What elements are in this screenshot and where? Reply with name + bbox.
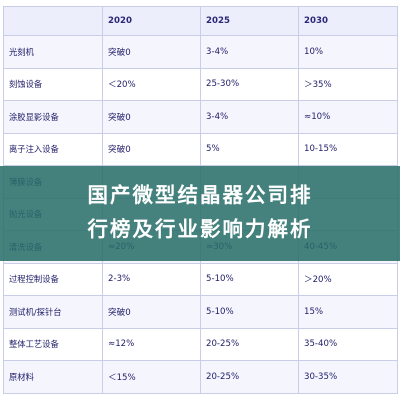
table-header-row: 2020 2025 2030 xyxy=(3,6,398,36)
table-row: 涂胶显影设备 突破0 3-4% ≈10% xyxy=(3,100,398,134)
value-cell: 突破0 xyxy=(102,295,201,329)
value-cell: ≈10% xyxy=(298,100,398,134)
value-cell: ≈12% xyxy=(102,327,201,361)
value-cell: 3-4% xyxy=(200,35,299,69)
table-row: 光刻机 突破0 3-4% 10% xyxy=(3,35,398,69)
row-label-cell: 测试机/探针台 xyxy=(3,295,103,329)
banner-title-line-2: 行榜及行业影响力解析 xyxy=(87,217,313,241)
table-row: 测试机/探针台 突破0 5-10% 15% xyxy=(3,295,398,329)
row-label-cell: 离子注入设备 xyxy=(3,132,103,166)
table-row: 整体工艺设备 ≈12% 20-25% 35-40% xyxy=(3,327,398,361)
value-cell: 25-30% xyxy=(200,67,299,101)
value-cell: 10% xyxy=(298,35,398,69)
table-row: 原材料 ＜15% 20-25% 30-35% xyxy=(3,360,398,394)
value-cell: 2-3% xyxy=(102,262,201,296)
value-cell: 突破0 xyxy=(102,132,201,166)
value-cell: 突破0 xyxy=(102,35,201,69)
table-row: 离子注入设备 突破0 5% 10-15% xyxy=(3,132,398,166)
banner-title-line-1: 国产微型结晶器公司排 xyxy=(87,183,313,207)
value-cell: 30-35% xyxy=(298,360,398,394)
title-banner xyxy=(0,166,400,261)
row-label-cell: 刻蚀设备 xyxy=(3,67,103,101)
value-cell: 15% xyxy=(298,295,398,329)
value-cell: 5% xyxy=(200,132,299,166)
row-label-cell: 原材料 xyxy=(3,360,103,394)
header-cell-blank xyxy=(3,6,103,36)
value-cell: 20-25% xyxy=(200,360,299,394)
value-cell: 35-40% xyxy=(298,327,398,361)
value-cell: 20-25% xyxy=(200,327,299,361)
value-cell: ＜20% xyxy=(102,67,201,101)
row-label-cell: 整体工艺设备 xyxy=(3,327,103,361)
value-cell: 3-4% xyxy=(200,100,299,134)
row-label-cell: 光刻机 xyxy=(3,35,103,69)
value-cell: 5-10% xyxy=(200,262,299,296)
table-row: 过程控制设备 2-3% 5-10% ＞20% xyxy=(3,262,398,296)
row-label-cell: 过程控制设备 xyxy=(3,262,103,296)
row-label-cell: 涂胶显影设备 xyxy=(3,100,103,134)
table-row: 刻蚀设备 ＜20% 25-30% ＞35% xyxy=(3,67,398,101)
value-cell: 突破0 xyxy=(102,100,201,134)
header-cell-2025: 2025 xyxy=(200,6,299,36)
value-cell: ＜15% xyxy=(102,360,201,394)
header-cell-2030: 2030 xyxy=(298,6,398,36)
value-cell: 5-10% xyxy=(200,295,299,329)
value-cell: 10-15% xyxy=(298,132,398,166)
value-cell: ＞35% xyxy=(298,67,398,101)
value-cell: ＞20% xyxy=(298,262,398,296)
header-cell-2020: 2020 xyxy=(102,6,201,36)
